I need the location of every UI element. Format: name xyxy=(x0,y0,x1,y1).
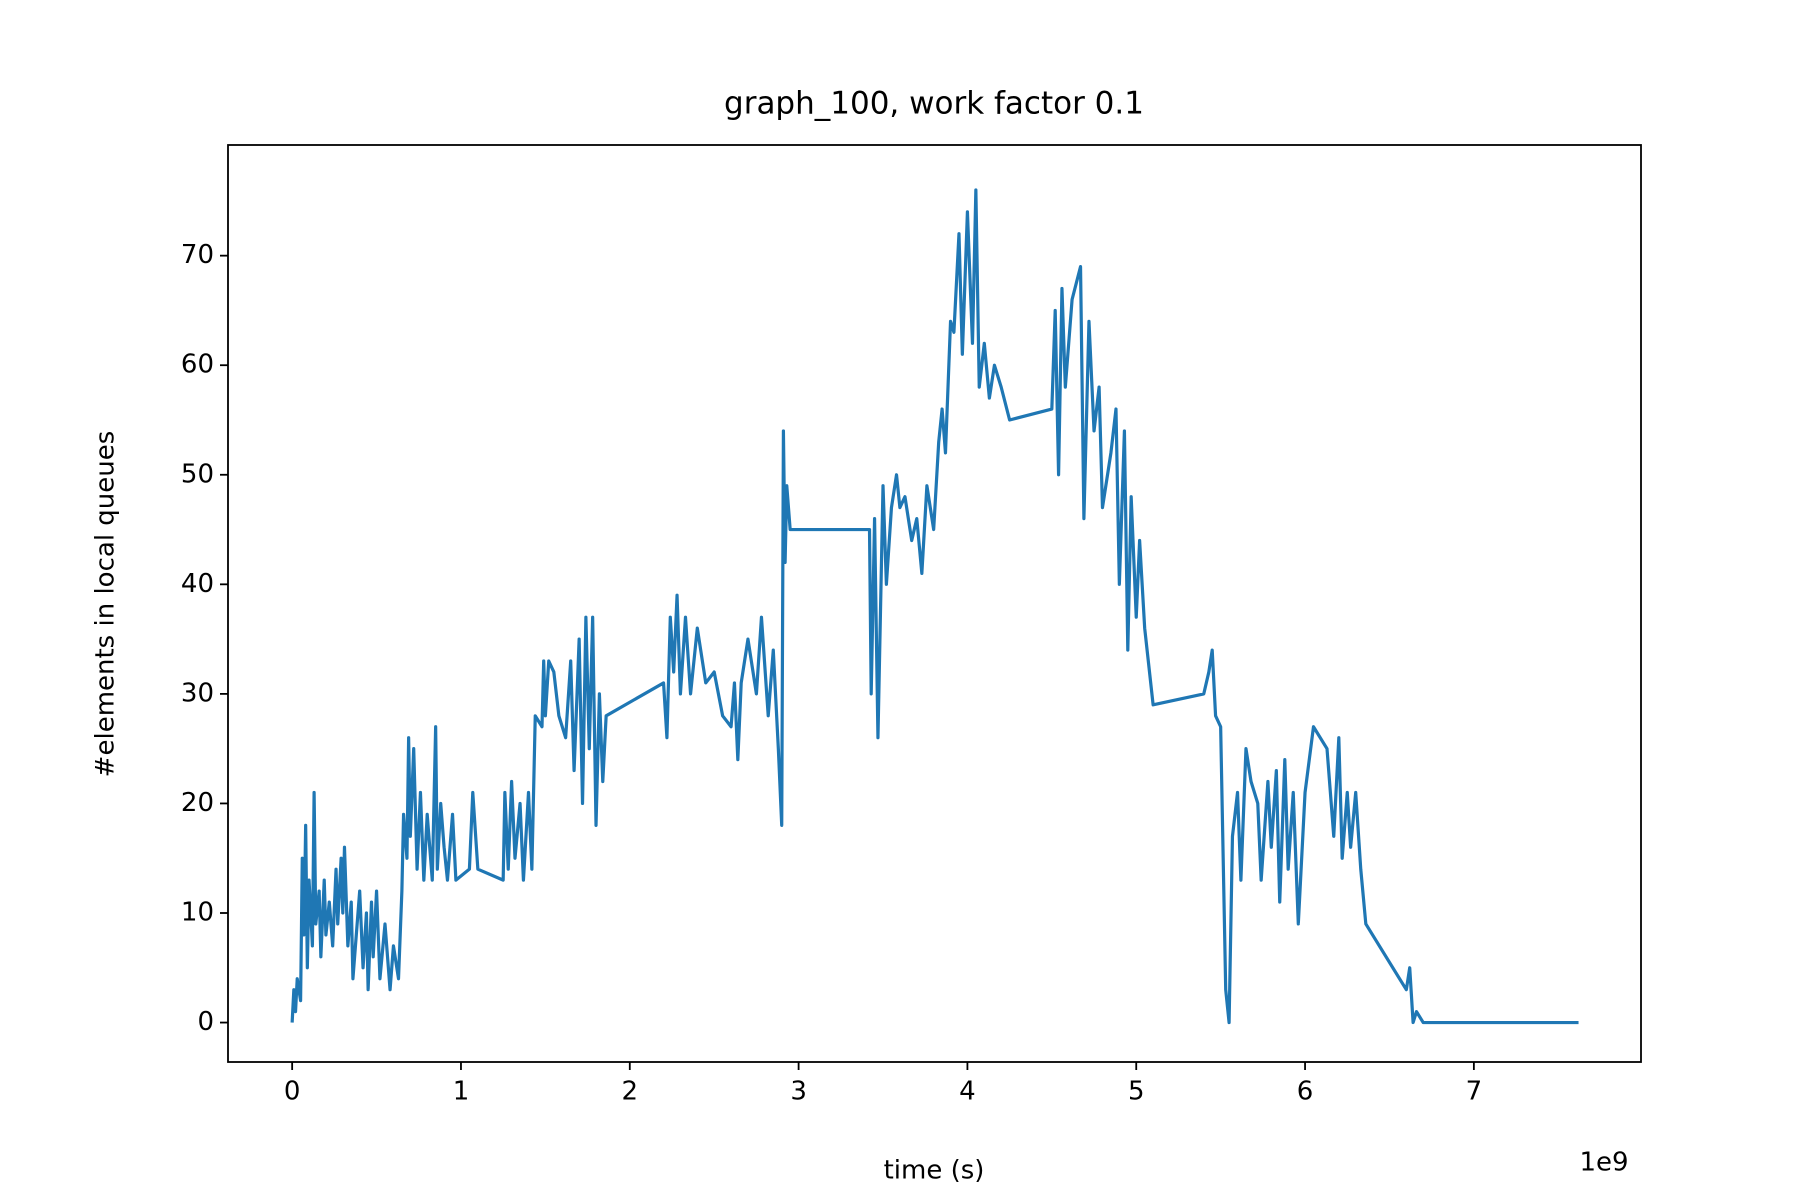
y-tick-label: 50 xyxy=(181,459,214,489)
y-tick-label: 40 xyxy=(181,569,214,599)
x-tick-label: 4 xyxy=(959,1077,976,1107)
x-offset-label: 1e9 xyxy=(1579,1148,1628,1178)
y-axis-label: #elements in local queues xyxy=(91,431,121,778)
x-tick-label: 6 xyxy=(1297,1077,1314,1107)
y-tick-label: 0 xyxy=(197,1007,214,1037)
y-tick-label: 30 xyxy=(181,678,214,708)
y-tick-label: 70 xyxy=(181,240,214,270)
x-tick-label: 3 xyxy=(790,1077,807,1107)
x-tick-label: 0 xyxy=(284,1077,301,1107)
plot-frame xyxy=(227,144,1642,1063)
chart-title: graph_100, work factor 0.1 xyxy=(724,86,1144,122)
data-line xyxy=(290,188,1579,1025)
y-tick-label: 60 xyxy=(181,350,214,380)
x-tick-label: 7 xyxy=(1466,1077,1483,1107)
x-axis-label: time (s) xyxy=(884,1156,985,1186)
x-tick-label: 2 xyxy=(622,1077,639,1107)
x-tick-label: 1 xyxy=(453,1077,470,1107)
y-tick-label: 20 xyxy=(181,788,214,818)
y-tick-label: 10 xyxy=(181,898,214,928)
x-tick-label: 5 xyxy=(1128,1077,1145,1107)
